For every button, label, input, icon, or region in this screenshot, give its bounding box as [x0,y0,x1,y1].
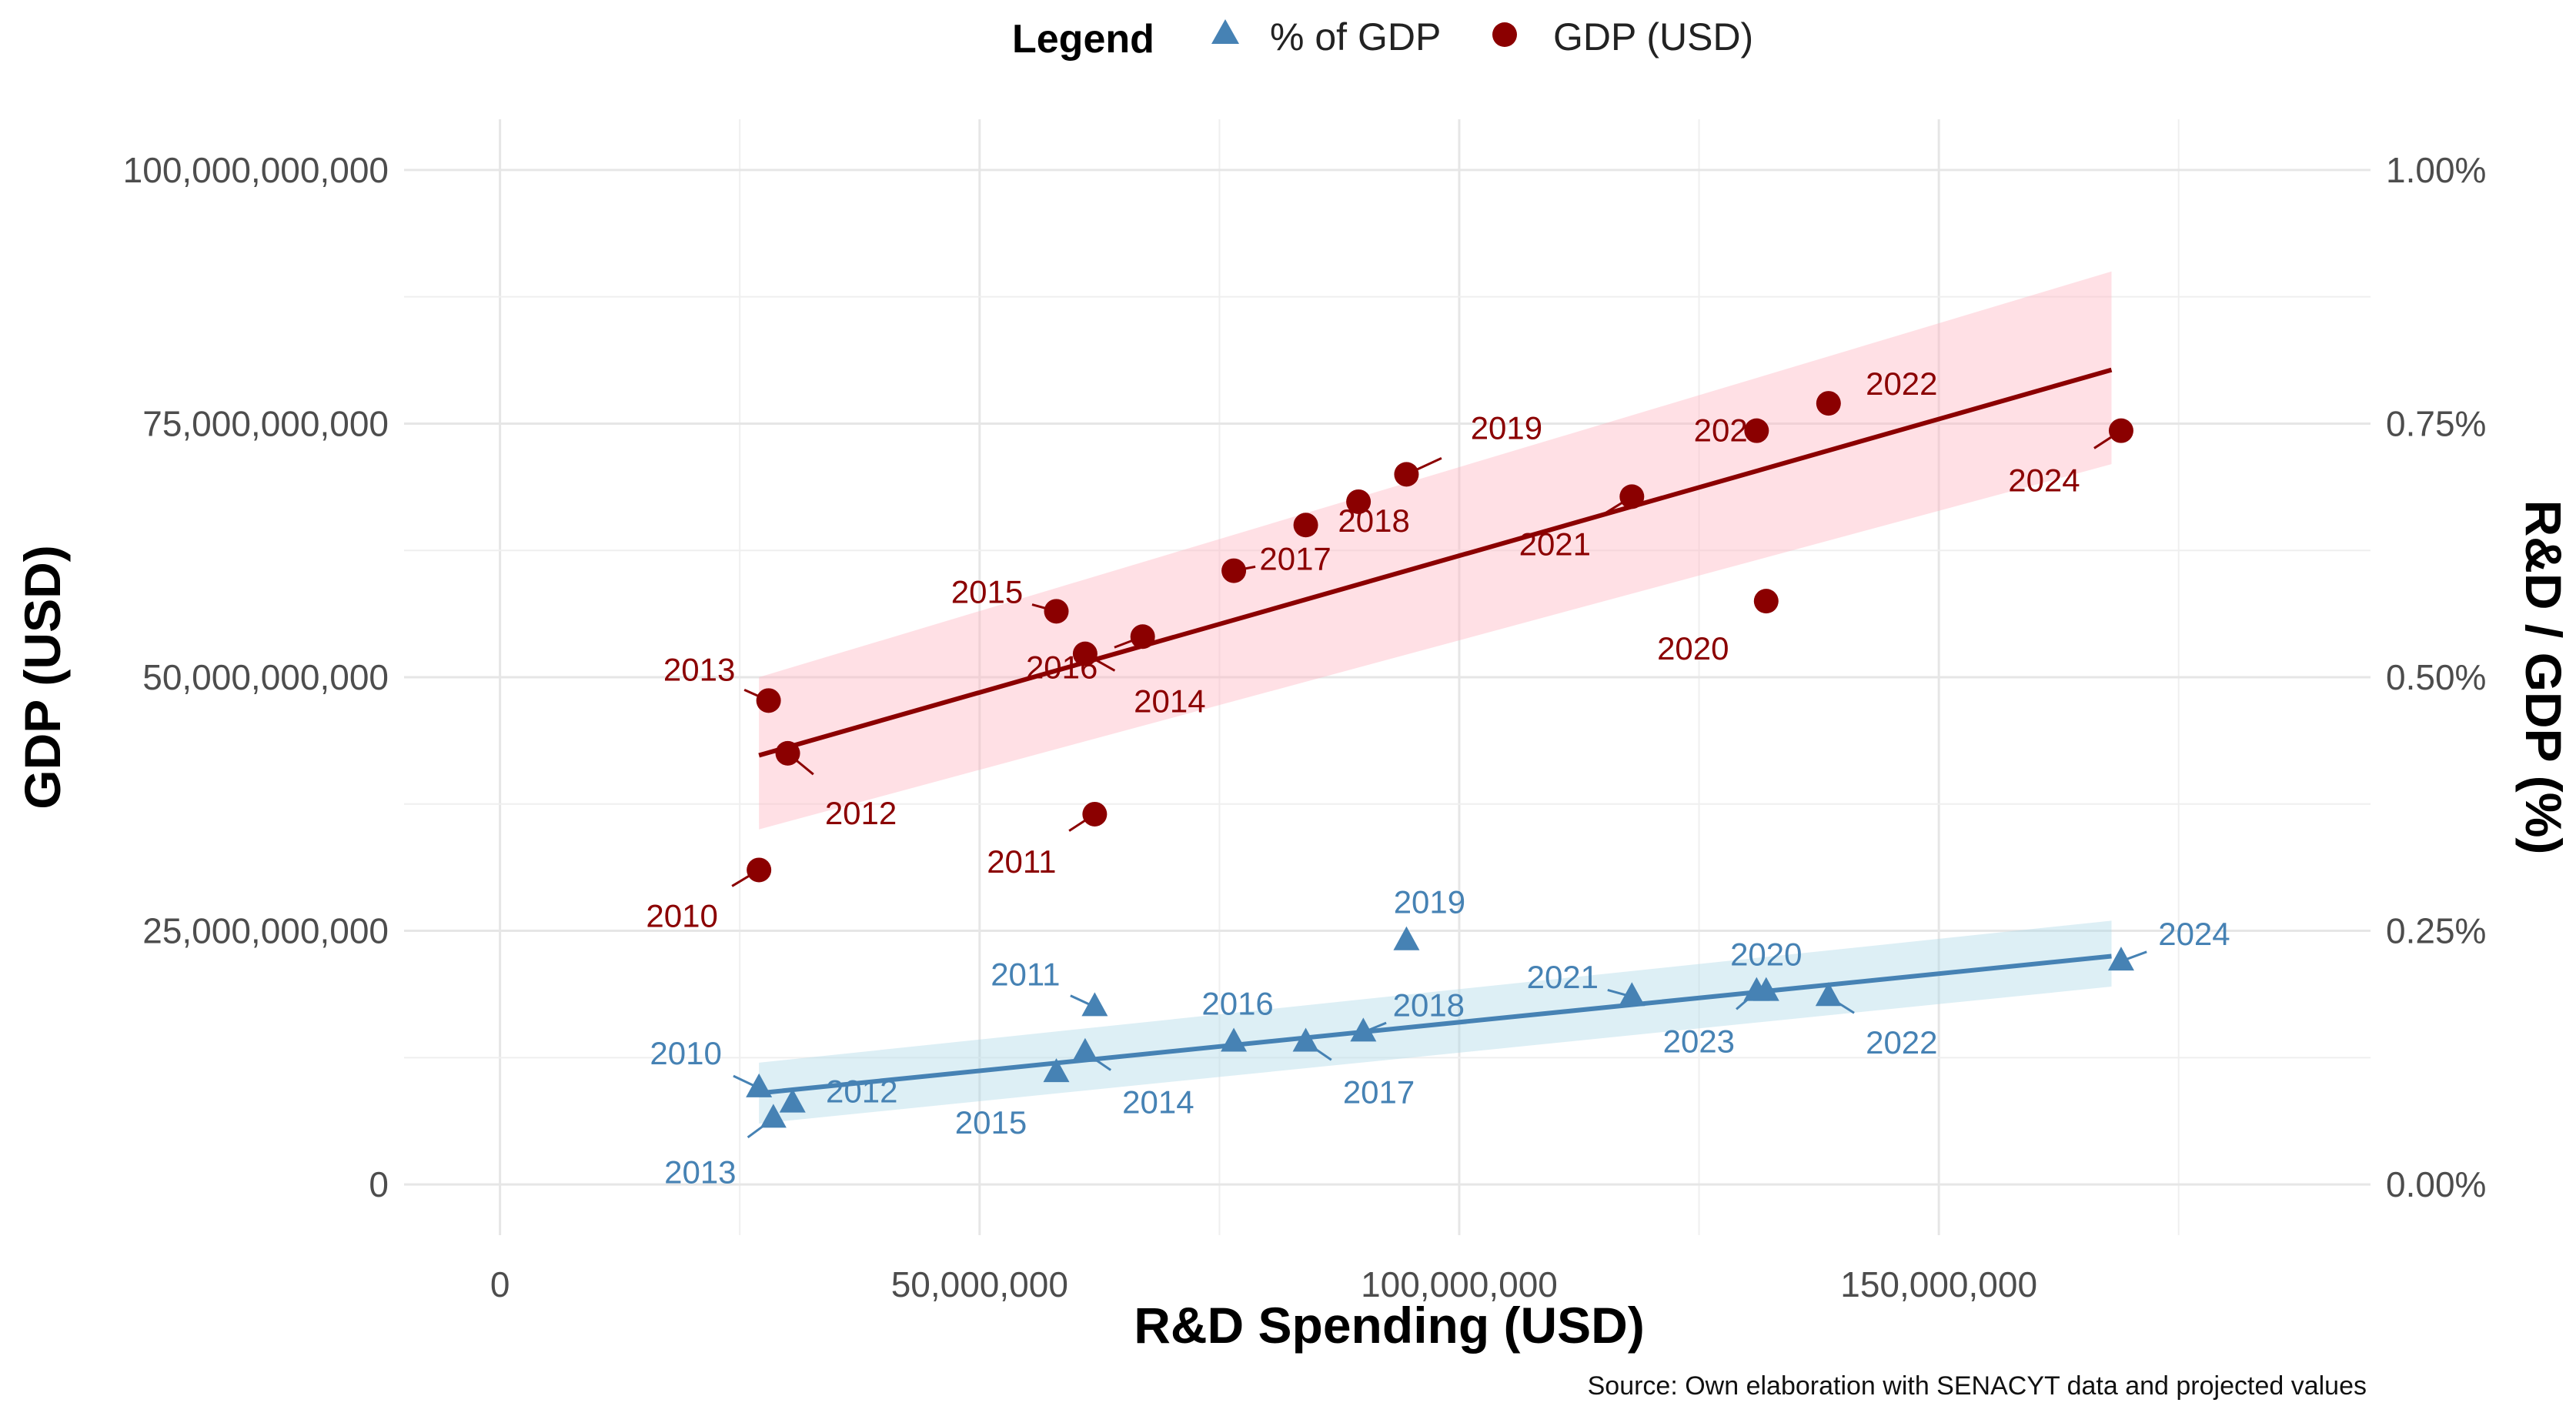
legend-entry-gdp-usd: GDP (USD) [1553,15,1753,58]
point-label: 2019 [1471,409,1542,446]
point-label: 2017 [1343,1074,1415,1110]
grid-layer [404,119,2371,1235]
pct-gdp-point [1071,1037,1098,1062]
pct-gdp-point [1081,992,1108,1017]
pct-gdp-point [2107,947,2134,971]
y-axis-title: GDP (USD) [14,545,71,809]
confidence-band [759,271,2112,830]
gdp-point [2108,418,2133,443]
point-label: 2020 [1730,937,1802,973]
pct-gdp-point [1815,982,1842,1007]
point-label: 2022 [1866,366,1937,402]
trend-lines [758,367,2113,1096]
pct-gdp-point [1350,1017,1377,1042]
pct-gdp-point [1393,926,1420,950]
legend-title: Legend [1012,17,1154,62]
point-label: 2024 [2158,916,2230,952]
point-label: 2011 [987,843,1056,880]
pct-gdp-point [760,1104,787,1128]
point-label: 2020 [1657,630,1729,666]
point-label: 2014 [1134,683,1205,720]
point-label: 2010 [646,897,717,933]
point-label: 2022 [1866,1024,1937,1060]
point-label: 2016 [1201,986,1273,1022]
gdp-point [1744,418,1769,443]
gdp-point [747,857,772,883]
source-caption: Source: Own elaboration with SENACYT dat… [1588,1371,2367,1401]
point-label: 2019 [1394,884,1465,920]
gdp-point [756,688,781,713]
point-label: 2018 [1338,503,1409,539]
y-tick-label: 50,000,000,000 [142,657,389,697]
x-axis-title: R&D Spending (USD) [1134,1297,1645,1354]
point-label: 2013 [663,651,735,687]
legend-entry-pct-gdp: % of GDP [1270,15,1441,58]
gdp-point [1044,599,1069,624]
gdp-point [1130,624,1155,650]
point-label: 2012 [826,1074,897,1110]
x-tick-label: 50,000,000 [891,1264,1068,1304]
gdp-point [1753,589,1779,614]
x-tick-label: 100,000,000 [1361,1264,1558,1304]
point-label: 2017 [1259,541,1331,577]
point-label: 2015 [955,1104,1027,1140]
pct-gdp-point [1292,1027,1319,1052]
gdp-point [1221,558,1247,583]
pct-gdp-point [1743,977,1770,1001]
point-label: 2013 [664,1154,736,1190]
trend-line [758,367,2113,758]
point-label: 2021 [1527,959,1599,995]
x-tick-label: 0 [490,1264,510,1304]
gdp-point [1082,801,1108,827]
y2-tick-label: 0.00% [2386,1164,2486,1204]
gdp-point [1394,462,1419,487]
pct-gdp-point [1043,1058,1070,1083]
data-points [746,391,2134,1128]
gdp-point [1816,391,1841,416]
point-label: 2010 [650,1035,721,1071]
trend-line [758,953,2112,1096]
pct-gdp-point [779,1088,806,1113]
point-label: 2021 [1519,526,1591,562]
point-label: 2014 [1122,1084,1194,1120]
y2-tick-label: 0.75% [2386,403,2486,443]
point-labels: 2010201120122013201420152016201720182019… [646,366,2230,1190]
gdp-point [1293,513,1318,538]
point-label: 2011 [991,956,1060,992]
point-label: 2024 [2008,463,2080,499]
pct-gdp-point [746,1073,773,1097]
point-label: 2016 [1026,649,1098,685]
gdp-point [1346,489,1372,514]
y2-tick-label: 0.25% [2386,911,2486,951]
y-tick-label: 25,000,000,000 [142,911,389,951]
x-tick-label: 150,000,000 [1840,1264,2037,1304]
legend-circle-marker [1492,22,1517,47]
point-label: 2015 [951,573,1023,609]
y-tick-label: 0 [369,1164,389,1204]
y-tick-label: 100,000,000,000 [123,150,389,190]
confidence-band [759,920,2112,1124]
point-label: 2023 [1663,1024,1735,1060]
y-tick-label: 75,000,000,000 [142,403,389,443]
gdp-point [1619,484,1645,509]
point-label: 2018 [1393,987,1465,1023]
legend: Legend % of GDP GDP (USD) [1012,15,1753,62]
point-label: 2012 [825,795,897,831]
gdp-point [1072,641,1098,666]
y2-tick-label: 0.50% [2386,657,2486,697]
point-label: 2023 [1694,412,1766,449]
y2-tick-label: 1.00% [2386,150,2486,190]
axis-layer: 0 50,000,000 100,000,000 150,000,000 0 25,000… [123,150,2487,1304]
legend-triangle-marker [1211,19,1239,44]
y2-axis-title: R&D / GDP (%) [2515,500,2572,855]
gdp-point [775,740,800,766]
pct-gdp-point [1221,1027,1248,1052]
confidence-bands [759,271,2112,1124]
pct-gdp-point [1619,982,1645,1007]
